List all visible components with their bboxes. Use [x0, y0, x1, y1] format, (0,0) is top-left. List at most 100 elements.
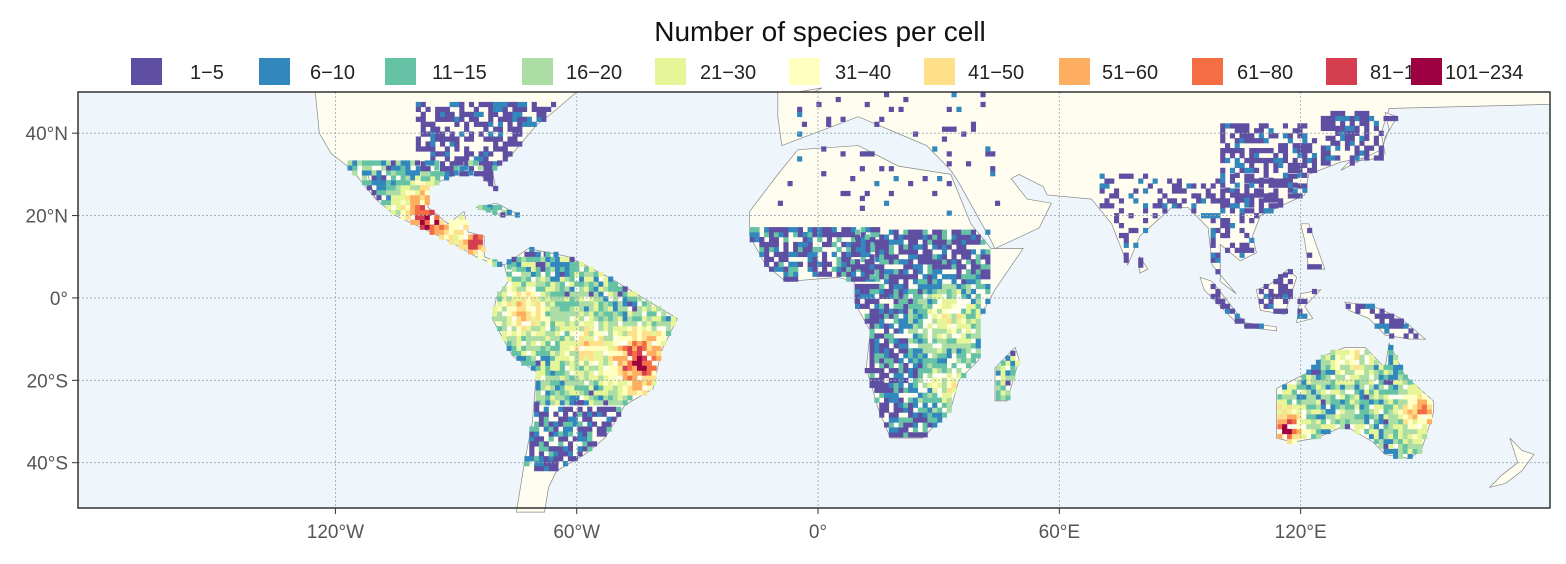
species-cell	[1359, 414, 1365, 420]
species-cell	[603, 355, 609, 361]
species-cell	[558, 456, 564, 462]
species-cell	[477, 244, 483, 250]
species-cell	[1344, 379, 1351, 385]
species-cell	[361, 170, 368, 176]
species-cell	[1354, 428, 1360, 435]
species-cell	[603, 301, 609, 307]
species-cell	[530, 355, 537, 361]
species-cell	[598, 301, 604, 307]
species-cell	[932, 234, 938, 240]
species-cell	[608, 385, 614, 391]
species-cell	[831, 227, 837, 233]
species-cell	[506, 286, 512, 292]
species-cell	[1349, 374, 1355, 380]
species-cell	[851, 271, 857, 277]
species-cell	[879, 303, 885, 309]
species-cell	[535, 316, 541, 322]
species-cell	[961, 308, 967, 314]
species-cell	[855, 251, 861, 258]
legend-swatch	[1411, 58, 1442, 85]
species-cell	[593, 296, 599, 302]
species-cell	[439, 229, 445, 235]
species-cell	[435, 176, 441, 182]
species-cell	[666, 330, 672, 337]
axes: 120°W 60°W 0° 60°E 120°E40°N20°N0°20°S40°S	[26, 124, 1327, 543]
species-cell	[773, 251, 779, 258]
species-cell	[793, 276, 799, 282]
species-cell	[501, 296, 508, 302]
x-tick-label: 0°	[809, 522, 827, 543]
species-cell	[1407, 404, 1413, 410]
species-cell	[1263, 197, 1269, 203]
species-cell	[506, 209, 512, 216]
species-cell	[961, 348, 967, 354]
species-cell	[836, 232, 842, 238]
species-cell	[534, 461, 540, 467]
species-cell	[632, 321, 638, 327]
species-cell	[851, 227, 857, 233]
species-cell	[1123, 257, 1129, 263]
species-cell	[567, 456, 574, 462]
species-cell	[497, 306, 503, 312]
species-cell	[555, 266, 561, 272]
species-cell	[582, 436, 588, 442]
species-cell	[583, 360, 590, 366]
species-cell	[869, 318, 875, 324]
species-cell	[898, 422, 904, 428]
species-cell	[540, 321, 546, 327]
species-cell	[865, 246, 871, 253]
species-cell	[917, 279, 923, 285]
species-cell	[588, 276, 594, 282]
species-cell	[1364, 145, 1370, 151]
species-cell	[535, 345, 541, 351]
species-cell	[627, 390, 633, 396]
species-cell	[1000, 360, 1006, 366]
species-cell	[980, 274, 986, 280]
species-cell	[893, 303, 899, 309]
species-cell	[419, 190, 426, 196]
species-cell	[1379, 323, 1385, 329]
species-cell	[454, 136, 460, 142]
species-cell	[530, 335, 537, 342]
species-cell	[449, 161, 455, 167]
species-cell	[1403, 323, 1409, 329]
species-cell	[596, 431, 602, 437]
species-cell	[1388, 344, 1394, 351]
species-cell	[990, 171, 996, 177]
species-cell	[1234, 157, 1240, 164]
species-cell	[507, 151, 513, 157]
species-cell	[598, 390, 604, 396]
species-cell	[497, 321, 503, 327]
species-cell	[583, 340, 590, 347]
species-cell	[627, 340, 633, 347]
species-cell	[1364, 364, 1370, 370]
species-cell	[812, 271, 818, 277]
species-cell	[1325, 120, 1331, 127]
species-cell	[459, 101, 465, 108]
species-cell	[884, 338, 890, 344]
species-cell	[888, 229, 894, 235]
species-cell	[632, 350, 638, 356]
species-cell	[564, 390, 570, 396]
species-cell	[483, 176, 489, 182]
species-cell	[1335, 145, 1341, 151]
species-cell	[1378, 145, 1384, 151]
species-cell	[1258, 203, 1264, 209]
species-cell	[415, 185, 421, 191]
species-cell	[425, 146, 431, 152]
species-cell	[1398, 443, 1404, 449]
species-cell	[1311, 414, 1317, 420]
species-cell	[1402, 433, 1408, 440]
species-cell	[1215, 269, 1221, 275]
species-cell	[641, 306, 648, 312]
species-cell	[1296, 414, 1302, 420]
species-cell	[435, 111, 441, 118]
species-cell	[1254, 167, 1260, 174]
species-cell	[966, 269, 972, 275]
species-cell	[870, 237, 876, 243]
species-cell	[908, 298, 914, 305]
species-cell	[1335, 155, 1341, 161]
species-cell	[1335, 140, 1341, 146]
species-cell	[850, 176, 856, 182]
species-cell	[540, 286, 546, 292]
